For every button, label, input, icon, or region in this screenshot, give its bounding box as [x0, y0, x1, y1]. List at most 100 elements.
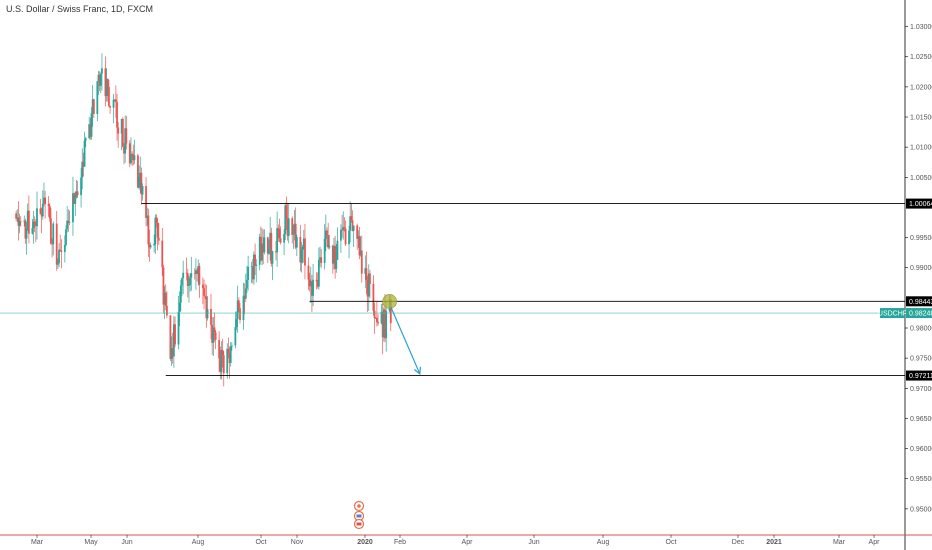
candle-body: [357, 236, 360, 239]
candle-body: [74, 197, 77, 204]
candle-body: [130, 153, 132, 164]
candle-body: [73, 193, 76, 204]
candle-body: [60, 250, 63, 253]
candle-body: [266, 237, 269, 254]
candle-body: [67, 220, 70, 223]
time-tick-label: May: [84, 539, 98, 546]
event-markers: [353, 500, 365, 530]
candle-body: [139, 172, 142, 177]
candle-body: [324, 230, 327, 239]
time-tick-label: Aug: [597, 539, 610, 546]
candle-body: [326, 230, 328, 236]
current-price-tag: [906, 308, 932, 319]
candle-body: [315, 279, 318, 282]
candle-body: [138, 176, 140, 188]
candle-body: [323, 238, 326, 263]
price-tick-label: 1.02000: [910, 84, 932, 91]
candle-body: [271, 251, 274, 264]
candle-body: [40, 213, 43, 217]
candle-body: [311, 281, 313, 296]
candle-body: [137, 155, 139, 188]
candle-body: [364, 268, 367, 274]
chart-title: U.S. Dollar / Swiss Franc, 1D, FXCM: [6, 4, 154, 14]
candle-body: [205, 296, 208, 319]
candle-body: [123, 146, 125, 154]
candle-body: [327, 235, 330, 248]
candle-body: [82, 161, 85, 167]
candle-body: [375, 317, 378, 323]
candle-body: [120, 118, 123, 134]
candle-body: [52, 223, 55, 245]
candle-body: [44, 197, 47, 205]
candle-body: [101, 68, 103, 74]
candle-body: [80, 177, 82, 196]
candle-body: [43, 197, 45, 204]
candle-body: [201, 284, 204, 289]
candle-body: [32, 221, 35, 229]
candle-body: [161, 240, 164, 268]
candle-body: [133, 155, 136, 161]
candle-body: [58, 249, 60, 264]
candle-body: [336, 240, 339, 260]
candle-body: [381, 311, 384, 338]
time-tick-label: 2021: [766, 539, 782, 546]
level-price-tag: [906, 296, 932, 307]
candle-body: [277, 228, 280, 229]
candle-body: [196, 270, 198, 275]
level-price-tag: [906, 370, 932, 381]
time-tick-label: Mar: [833, 539, 846, 546]
candle-body: [84, 138, 87, 141]
candle-body: [328, 245, 331, 248]
candle-body: [190, 273, 193, 278]
candle-body: [63, 244, 66, 253]
time-tick-label: Dec: [732, 539, 745, 546]
candle-body: [242, 295, 245, 321]
candle-body: [154, 217, 157, 245]
candle-body: [75, 191, 78, 198]
candle-body: [300, 249, 303, 263]
candle-body: [279, 238, 282, 243]
time-tick-label: Apr: [869, 539, 881, 546]
candle-body: [128, 143, 131, 164]
candle-body: [145, 186, 147, 218]
candle-body: [312, 279, 314, 296]
candle-body: [177, 312, 180, 345]
candle-body: [113, 99, 116, 101]
candle-body: [259, 236, 262, 261]
level-price-label: 1.00064: [909, 201, 932, 208]
candle-body: [268, 249, 270, 254]
candle-body: [253, 254, 255, 280]
candle-body: [149, 245, 152, 248]
candle-body: [90, 113, 93, 137]
candle-body: [229, 346, 232, 363]
time-tick-label: Feb: [394, 539, 406, 546]
price-axis[interactable]: 1.03000 1.02500 1.02000 1.01500 1.01000 1.005…: [878, 0, 932, 550]
candle-body: [50, 218, 52, 244]
candle-body: [72, 193, 74, 223]
symbol-tag: [880, 308, 905, 319]
candle-body: [372, 283, 375, 311]
candle-body: [114, 99, 117, 103]
candle-body: [203, 288, 205, 296]
candle-body: [89, 124, 92, 137]
candle-body: [278, 228, 281, 239]
candle-body: [243, 295, 246, 299]
candle-body: [356, 225, 359, 239]
candle-body: [230, 345, 233, 347]
candle-body: [301, 246, 304, 250]
candle-body: [258, 236, 261, 265]
candle-body: [239, 308, 241, 321]
price-tick-label: 1.01000: [910, 145, 932, 152]
candle-body: [276, 228, 279, 253]
candle-body: [59, 249, 62, 251]
annotations: [382, 294, 422, 375]
candle-body: [351, 220, 354, 231]
time-axis[interactable]: Mar May Jun Aug Oct Nov 2020 Feb Apr Jun Aug Oct Dec…: [0, 534, 932, 546]
price-tick-label: 1.02500: [910, 54, 932, 61]
candle-body: [157, 237, 160, 241]
candle-body: [291, 218, 294, 235]
candle-body: [316, 281, 319, 287]
candle-body: [164, 292, 167, 306]
